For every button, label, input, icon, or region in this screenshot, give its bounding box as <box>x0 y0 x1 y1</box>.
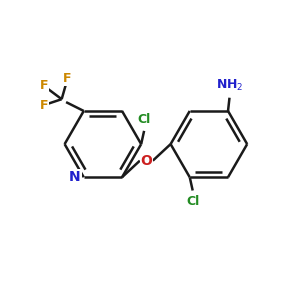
Text: N: N <box>69 170 80 184</box>
Text: F: F <box>40 80 48 92</box>
Text: Cl: Cl <box>137 113 151 126</box>
Text: O: O <box>140 154 152 168</box>
Text: F: F <box>40 99 48 112</box>
Text: Cl: Cl <box>186 195 199 208</box>
Text: F: F <box>63 72 72 85</box>
Text: NH$_2$: NH$_2$ <box>216 78 243 93</box>
